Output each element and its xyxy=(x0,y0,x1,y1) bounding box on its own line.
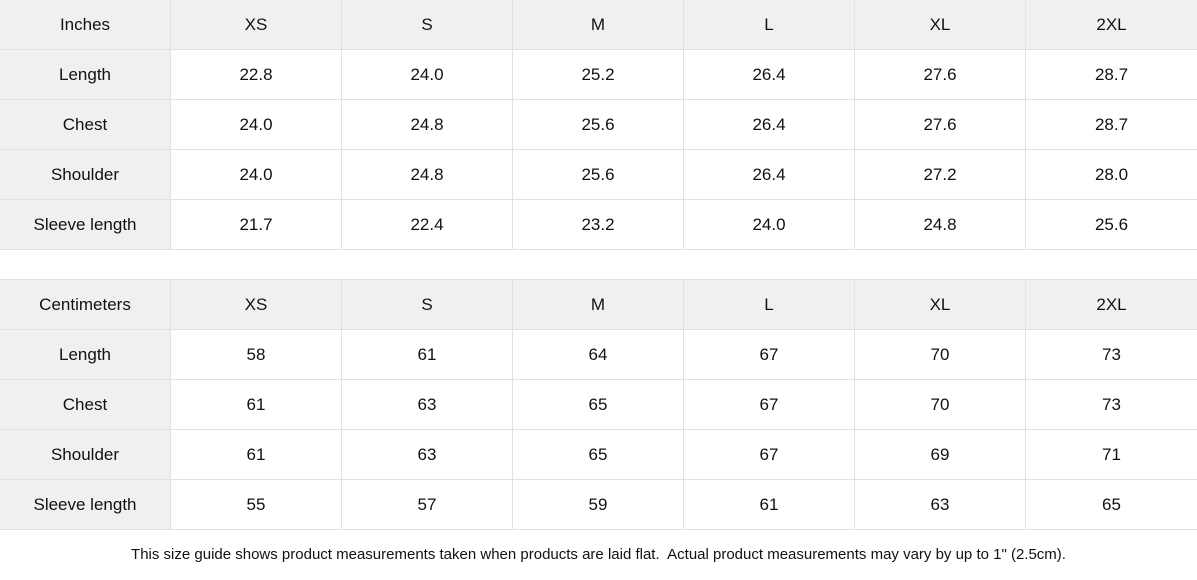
size-header-s: S xyxy=(342,280,513,329)
table-cell: 65 xyxy=(1026,480,1197,529)
table-cell: 73 xyxy=(1026,330,1197,379)
size-header-xs: XS xyxy=(171,0,342,49)
table-cell: 24.8 xyxy=(342,150,513,199)
table-cell: 24.0 xyxy=(171,100,342,149)
table-cell: 23.2 xyxy=(513,200,684,249)
unit-header-centimeters: Centimeters xyxy=(0,280,171,329)
row-label: Sleeve length xyxy=(0,480,171,529)
size-header-l: L xyxy=(684,280,855,329)
table-cell: 27.2 xyxy=(855,150,1026,199)
table-row-length: Length 58 61 64 67 70 73 xyxy=(0,330,1197,380)
row-label: Chest xyxy=(0,380,171,429)
table-cell: 55 xyxy=(171,480,342,529)
table-cell: 61 xyxy=(342,330,513,379)
size-header-m: M xyxy=(513,280,684,329)
table-cell: 25.6 xyxy=(513,100,684,149)
table-cell: 28.7 xyxy=(1026,50,1197,99)
centimeters-header-row: Centimeters XS S M L XL 2XL xyxy=(0,280,1197,330)
table-row-sleeve-length: Sleeve length 55 57 59 61 63 65 xyxy=(0,480,1197,530)
table-cell: 71 xyxy=(1026,430,1197,479)
table-cell: 22.8 xyxy=(171,50,342,99)
row-label: Shoulder xyxy=(0,150,171,199)
table-cell: 70 xyxy=(855,330,1026,379)
size-header-xl: XL xyxy=(855,0,1026,49)
table-cell: 61 xyxy=(171,380,342,429)
table-cell: 63 xyxy=(342,430,513,479)
table-cell: 25.6 xyxy=(1026,200,1197,249)
table-cell: 28.7 xyxy=(1026,100,1197,149)
table-cell: 24.0 xyxy=(684,200,855,249)
table-cell: 63 xyxy=(855,480,1026,529)
table-cell: 65 xyxy=(513,380,684,429)
table-cell: 67 xyxy=(684,330,855,379)
table-cell: 65 xyxy=(513,430,684,479)
table-cell: 63 xyxy=(342,380,513,429)
table-row-length: Length 22.8 24.0 25.2 26.4 27.6 28.7 xyxy=(0,50,1197,100)
table-row-shoulder: Shoulder 24.0 24.8 25.6 26.4 27.2 28.0 xyxy=(0,150,1197,200)
table-cell: 25.2 xyxy=(513,50,684,99)
table-cell: 21.7 xyxy=(171,200,342,249)
row-label: Shoulder xyxy=(0,430,171,479)
size-header-2xl: 2XL xyxy=(1026,280,1197,329)
table-cell: 26.4 xyxy=(684,50,855,99)
size-guide-disclaimer: This size guide shows product measuremen… xyxy=(131,546,1066,563)
table-cell: 70 xyxy=(855,380,1026,429)
inches-table: Inches XS S M L XL 2XL Length 22.8 24.0 … xyxy=(0,0,1197,250)
table-cell: 69 xyxy=(855,430,1026,479)
table-cell: 64 xyxy=(513,330,684,379)
inches-header-row: Inches XS S M L XL 2XL xyxy=(0,0,1197,50)
table-cell: 22.4 xyxy=(342,200,513,249)
table-cell: 26.4 xyxy=(684,100,855,149)
table-cell: 58 xyxy=(171,330,342,379)
table-cell: 61 xyxy=(684,480,855,529)
table-cell: 24.8 xyxy=(855,200,1026,249)
row-label: Chest xyxy=(0,100,171,149)
table-cell: 24.0 xyxy=(171,150,342,199)
table-cell: 25.6 xyxy=(513,150,684,199)
table-cell: 67 xyxy=(684,430,855,479)
unit-header-inches: Inches xyxy=(0,0,171,49)
table-cell: 61 xyxy=(171,430,342,479)
row-label: Sleeve length xyxy=(0,200,171,249)
footer: This size guide shows product measuremen… xyxy=(0,530,1197,579)
table-cell: 59 xyxy=(513,480,684,529)
table-cell: 24.8 xyxy=(342,100,513,149)
row-label: Length xyxy=(0,50,171,99)
table-row-chest: Chest 61 63 65 67 70 73 xyxy=(0,380,1197,430)
table-cell: 28.0 xyxy=(1026,150,1197,199)
table-cell: 24.0 xyxy=(342,50,513,99)
table-row-shoulder: Shoulder 61 63 65 67 69 71 xyxy=(0,430,1197,480)
size-header-l: L xyxy=(684,0,855,49)
centimeters-table: Centimeters XS S M L XL 2XL Length 58 61… xyxy=(0,280,1197,530)
size-header-m: M xyxy=(513,0,684,49)
table-cell: 27.6 xyxy=(855,100,1026,149)
table-row-chest: Chest 24.0 24.8 25.6 26.4 27.6 28.7 xyxy=(0,100,1197,150)
table-cell: 67 xyxy=(684,380,855,429)
size-header-s: S xyxy=(342,0,513,49)
size-header-2xl: 2XL xyxy=(1026,0,1197,49)
size-header-xs: XS xyxy=(171,280,342,329)
size-header-xl: XL xyxy=(855,280,1026,329)
table-cell: 27.6 xyxy=(855,50,1026,99)
table-cell: 26.4 xyxy=(684,150,855,199)
table-row-sleeve-length: Sleeve length 21.7 22.4 23.2 24.0 24.8 2… xyxy=(0,200,1197,250)
row-label: Length xyxy=(0,330,171,379)
table-separator xyxy=(0,250,1197,280)
table-cell: 57 xyxy=(342,480,513,529)
table-cell: 73 xyxy=(1026,380,1197,429)
